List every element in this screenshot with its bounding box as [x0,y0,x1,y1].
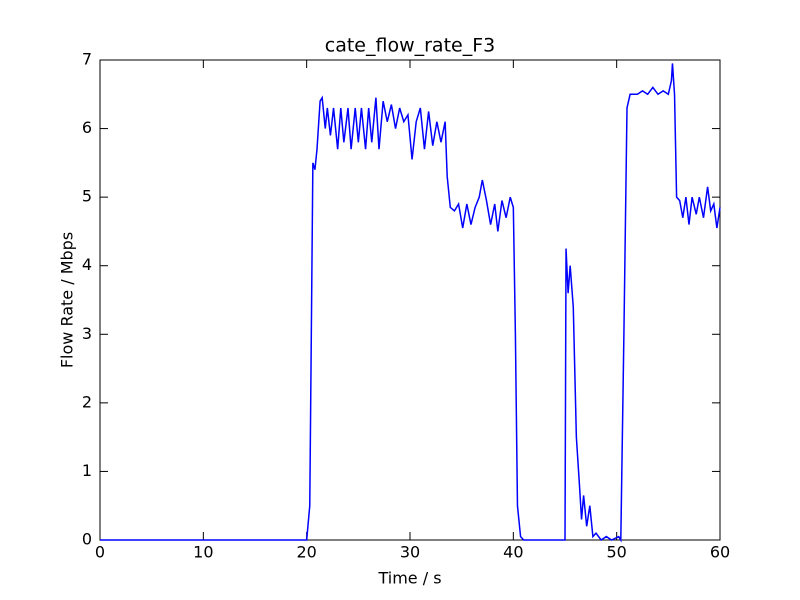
x-tick-label: 10 [193,543,213,562]
x-tick-label: 50 [606,543,626,562]
x-tick-label: 20 [296,543,316,562]
y-tick-label: 4 [82,255,92,274]
y-tick-label: 1 [82,461,92,480]
y-tick-label: 6 [82,118,92,137]
chart-title: cate_flow_rate_F3 [325,35,495,57]
y-tick-label: 3 [82,324,92,343]
y-axis-label: Flow Rate / Mbps [58,232,77,368]
y-tick-label: 5 [82,187,92,206]
y-tick-label: 2 [82,392,92,411]
y-tick-label: 7 [82,50,92,69]
x-tick-label: 0 [95,543,105,562]
x-tick-label: 30 [400,543,420,562]
x-tick-label: 40 [503,543,523,562]
x-axis-label: Time / s [377,569,441,588]
x-tick-label: 60 [710,543,730,562]
y-tick-label: 0 [82,530,92,549]
data-line [100,63,721,543]
